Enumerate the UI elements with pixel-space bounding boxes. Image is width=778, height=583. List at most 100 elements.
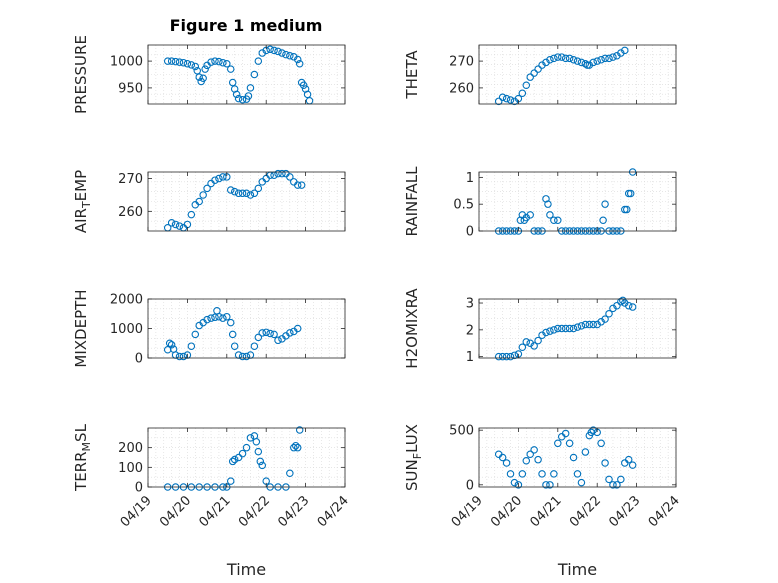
x-tick-label: 04/23 [606,493,643,530]
data-point [522,81,531,89]
data-point [167,219,176,227]
data-point [605,309,613,318]
data-point [244,92,253,100]
data-point [550,54,558,63]
data-point [498,453,507,462]
data-point [597,55,605,64]
x-tick-label: 04/20 [488,493,525,530]
subplot-5: 0 1000 2000 MIXDEPTH [72,289,346,368]
data-point [203,184,211,193]
y-tick-label: 0.5 [453,198,474,213]
data-point [585,320,594,329]
figure-title: Figure 1 medium [170,16,323,35]
data-point [589,426,598,434]
data-point [246,84,255,92]
data-point [163,57,172,65]
data-point [494,352,503,361]
data-point [581,320,590,329]
data-point [569,55,578,64]
x-tick-label: 04/19 [118,493,155,530]
data-point [254,447,263,456]
data-point [293,181,302,189]
data-point [250,189,259,198]
data-point [613,301,621,310]
data-point [246,191,255,199]
data-series [494,296,637,361]
y-axis-label: TERRMSL [72,423,93,492]
data-point [274,169,282,178]
y-tick-label: 270 [118,172,143,187]
data-point [506,470,515,478]
x-axis-label: Time [226,560,266,579]
data-point [542,328,550,337]
y-tick-label: 500 [449,424,474,439]
data-point [179,58,188,67]
data-point [254,184,263,193]
data-point [518,343,527,352]
data-point [554,324,562,333]
data-point [250,70,259,79]
x-tick-label: 04/23 [275,493,312,530]
y-axis-label: THETA [403,50,421,100]
data-point [219,173,227,181]
data-point [554,53,562,61]
y-tick-label: 1 [466,171,474,186]
data-point [290,443,298,452]
data-point [167,57,176,65]
data-point [546,55,554,64]
data-point [561,429,570,438]
data-point [215,57,223,66]
data-point [628,303,637,311]
data-series [163,45,314,105]
data-point [286,329,294,337]
y-tick-label: 2 [466,323,474,338]
subplot-2: 260 270 THETA [403,44,677,106]
y-tick-label: 3 [466,297,474,312]
data-point [518,470,527,478]
y-tick-label: 0 [135,352,143,367]
data-point [234,94,243,103]
data-point [565,54,574,63]
data-point [605,475,613,484]
data-point [561,54,570,63]
data-point [262,328,270,337]
data-point [605,54,613,63]
data-point [565,324,574,333]
x-tick-label: 04/19 [449,493,486,530]
x-tick-label: 04/22 [236,493,273,530]
y-tick-label: 1000 [110,55,143,70]
data-point [303,90,312,99]
data-point [258,329,267,337]
axes-box [147,427,346,488]
data-point [534,336,542,345]
y-axis-label: MIXDEPTH [72,289,90,367]
data-point [293,443,302,452]
data-point [203,315,211,324]
data-point [628,461,637,469]
y-tick-label: 2000 [110,293,143,308]
data-point [191,62,200,71]
data-point [583,61,592,69]
data-point [622,205,631,214]
data-point [295,60,304,68]
data-point [165,339,174,347]
data-point [187,342,196,350]
data-point [546,327,554,335]
data-point [617,297,625,306]
data-point [282,50,290,59]
data-point [609,53,617,61]
data-point [232,90,241,99]
data-point [193,66,202,75]
axes-box [478,427,677,488]
data-point [514,481,523,489]
data-point [254,57,263,65]
data-point [183,60,192,68]
data-point [581,448,590,456]
data-point [171,57,180,66]
data-point [223,312,231,321]
subplot-1: 950 1000 PRESSURE [72,35,346,114]
axes-box [147,44,346,105]
data-point [510,351,519,360]
data-point [599,216,607,225]
